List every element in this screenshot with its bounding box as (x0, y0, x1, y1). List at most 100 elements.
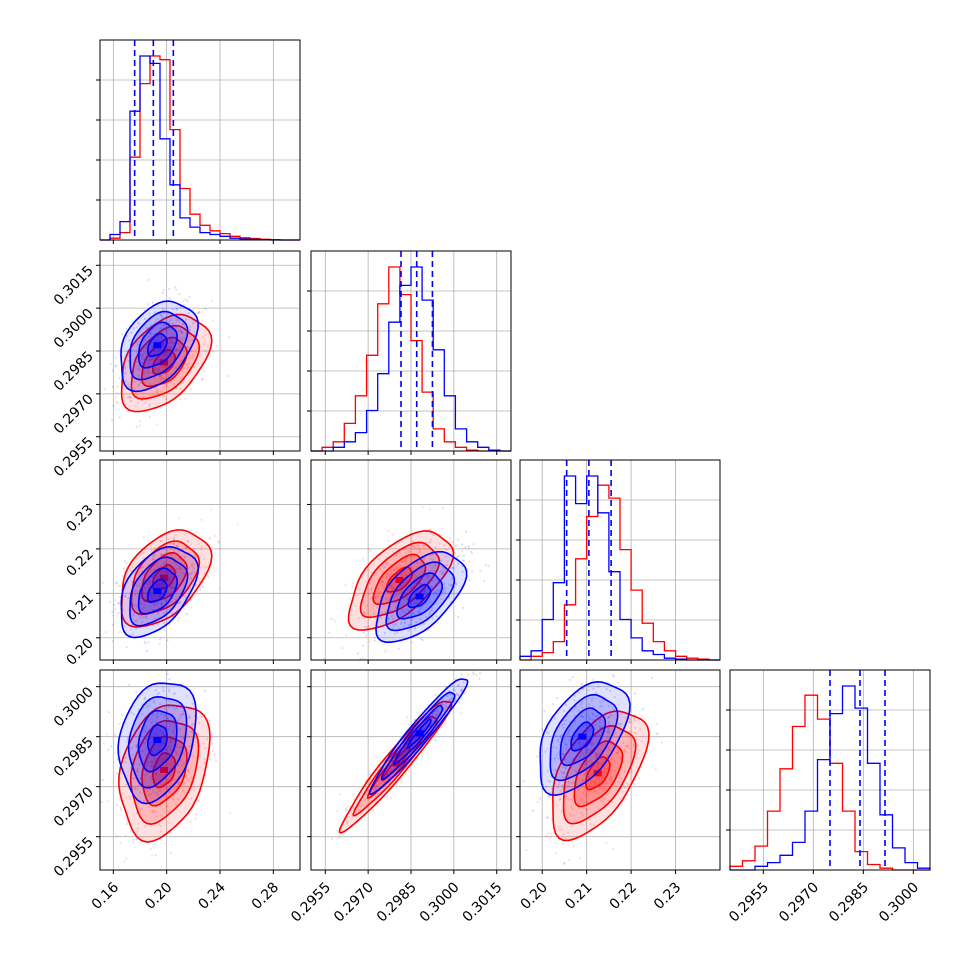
sample-point-blue (462, 554, 465, 558)
sample-point-blue (154, 778, 157, 781)
sample-point-red (344, 584, 347, 587)
sample-point-blue (543, 710, 546, 713)
sample-point-blue (563, 723, 566, 726)
sample-point-red (591, 718, 594, 721)
sample-point-blue (143, 725, 146, 728)
sample-point-red (609, 714, 612, 717)
sample-point-blue (451, 696, 454, 699)
sample-point-red (101, 581, 104, 585)
sample-point-red (156, 734, 159, 737)
sample-point-red (372, 809, 375, 812)
sample-point-blue (558, 798, 561, 801)
sample-point-blue (607, 728, 610, 731)
sample-point-red (433, 563, 436, 566)
sample-point-blue (457, 683, 460, 686)
sample-point-blue (552, 746, 555, 749)
sample-point-blue (177, 558, 180, 561)
sample-point-blue (598, 725, 601, 728)
sample-point-red (199, 766, 202, 769)
x-tick-label: 0.20 (518, 880, 551, 913)
sample-point-blue (559, 736, 563, 740)
sample-point-red (413, 718, 417, 721)
sample-point-red (404, 560, 407, 563)
sample-point-blue (159, 703, 162, 706)
sample-point-red (189, 577, 192, 581)
sample-point-blue (124, 625, 127, 628)
sample-point-red (151, 781, 154, 784)
sample-point-red (160, 375, 163, 378)
sample-point-blue (390, 615, 393, 618)
sample-point-blue (145, 738, 148, 741)
sample-point-blue (184, 533, 187, 536)
sample-point-red (149, 334, 152, 337)
sample-point-red (402, 775, 405, 778)
sample-point-blue (166, 639, 169, 642)
sample-point-red (171, 341, 174, 345)
sample-point-red (392, 627, 395, 630)
sample-point-red (190, 563, 193, 566)
sample-point-blue (397, 647, 400, 650)
sample-point-blue (415, 575, 418, 578)
sample-point-red (421, 506, 424, 509)
sample-point-red (187, 362, 191, 365)
sample-point-red (572, 844, 576, 847)
sample-point-red (374, 787, 378, 790)
sample-point-red (137, 822, 140, 825)
sample-point-blue (135, 425, 138, 429)
joint-panel (100, 278, 230, 429)
sample-point-red (351, 585, 354, 588)
sample-point-blue (590, 727, 593, 730)
sample-point-red (595, 752, 598, 755)
sample-point-blue (96, 613, 98, 615)
sample-point-red (166, 570, 169, 573)
sample-point-red (594, 766, 597, 769)
sample-point-red (163, 365, 166, 368)
sample-point-red (558, 782, 561, 786)
histogram-red (311, 266, 511, 452)
sample-point-red (445, 548, 448, 551)
sample-point-red (414, 547, 417, 550)
sample-point-blue (151, 301, 154, 304)
sample-point-red (145, 772, 148, 776)
x-tick-label: 0.2955 (288, 880, 334, 926)
sample-point-blue (160, 603, 163, 606)
sample-point-blue (169, 745, 172, 748)
sample-point-red (411, 764, 414, 767)
sample-point-blue (181, 338, 184, 341)
sample-point-blue (151, 357, 154, 360)
sample-point-blue (620, 722, 623, 726)
sample-point-red (387, 540, 390, 543)
sample-point-blue (177, 348, 180, 351)
sample-point-blue (171, 307, 174, 311)
sample-point-blue (592, 718, 596, 722)
sample-point-blue (606, 727, 609, 730)
sample-point-blue (608, 726, 611, 729)
sample-point-blue (151, 761, 154, 764)
sample-point-blue (650, 676, 653, 679)
sample-point-red (596, 765, 599, 768)
sample-point-blue (179, 306, 182, 309)
sample-point-red (442, 706, 446, 710)
panel-border (310, 250, 512, 452)
sample-point-red (166, 345, 169, 349)
sample-point-blue (198, 722, 201, 725)
sample-point-blue (117, 602, 120, 605)
sample-point-blue (439, 560, 443, 563)
sample-point-red (158, 340, 161, 343)
sample-point-blue (175, 308, 178, 311)
sample-point-red (197, 577, 200, 580)
sample-point-blue (549, 780, 552, 783)
sample-point-blue (149, 580, 152, 583)
sample-point-red (163, 714, 166, 717)
sample-point-red (116, 772, 119, 775)
y-tick-label: 0.3000 (51, 684, 97, 730)
sample-point-red (141, 354, 144, 357)
sample-point-blue (457, 554, 460, 558)
sample-point-blue (121, 333, 124, 336)
sample-point-blue (603, 711, 606, 714)
sample-point-blue (413, 627, 416, 631)
sample-point-blue (168, 287, 171, 291)
sample-point-blue (445, 564, 448, 567)
sample-point-blue (406, 598, 409, 601)
sample-point-red (204, 747, 207, 750)
